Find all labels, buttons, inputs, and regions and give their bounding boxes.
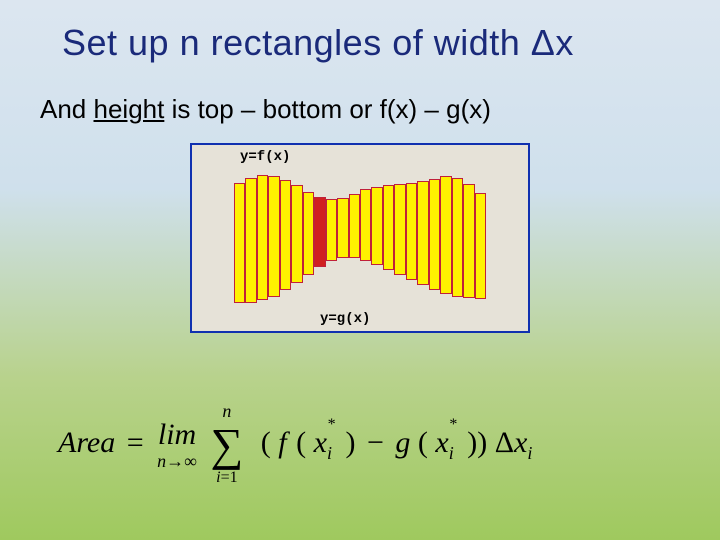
delta: Δ [495,426,514,459]
dx-x: x [514,426,527,459]
lim-inf: ∞ [184,451,197,471]
sum-operator: n ∑ i=1 [210,422,243,468]
riemann-rectangle [360,189,371,261]
sum-lower: i=1 [210,470,243,486]
subtitle-pre: And [40,94,94,124]
riemann-rectangle [303,192,314,275]
subtitle-highlight: height [94,94,165,124]
star-2: * [449,416,457,434]
riemann-rectangle [440,176,451,294]
x-i-star-1: x*i [314,426,332,464]
star-1: * [328,416,336,434]
riemann-rectangle [371,187,382,265]
limit-operator: lim n→∞ [157,420,197,470]
riemann-rectangle [394,184,405,275]
dx-sub: i [527,443,532,463]
riemann-rectangle [475,193,486,299]
sub-i-1: i [327,443,332,463]
x-2: x [435,426,448,459]
slide-subtitle: And height is top – bottom or f(x) – g(x… [0,64,720,125]
sigma-icon: ∑ [210,422,243,468]
riemann-rectangle-highlight [314,197,325,267]
func-g: g [395,426,410,459]
bottom-curve-label: y=g(x) [320,311,370,327]
x-i-star-2: x*i [435,426,453,464]
g-lparen: ( [418,426,428,459]
riemann-rectangle [417,181,428,285]
title-delta-x: Δx [531,22,574,63]
riemann-rectangle [280,180,291,290]
riemann-rectangle [234,183,245,303]
area-formula: Area = lim n→∞ n ∑ i=1 ( f ( x*i ) − g (… [58,420,532,470]
limit-sub: n→∞ [157,452,197,470]
subtitle-post: is top – bottom or f(x) – g(x) [164,94,491,124]
f-lparen: ( [296,426,306,459]
riemann-rectangle [291,185,302,282]
formula-equals: = [127,426,144,459]
riemann-rectangle [326,199,337,260]
sum-upper: n [210,402,243,420]
formula-area: Area [58,426,115,459]
f-rparen: ) [345,426,355,459]
sum-eq: = [221,469,230,486]
riemann-rectangle [268,176,279,296]
lim-n: n [157,451,166,471]
minus: − [367,426,384,459]
riemann-rectangle [383,185,394,269]
func-f: f [278,426,286,459]
sub-i-2: i [449,443,454,463]
top-curve-label: y=f(x) [240,149,290,165]
title-text: Set up n rectangles of width [62,22,531,63]
riemann-rectangle [257,175,268,300]
riemann-rectangle [429,179,440,290]
x-1: x [314,426,327,459]
riemann-rectangle [463,184,474,298]
limit-text: lim [157,420,197,450]
sum-one: 1 [230,469,238,486]
slide-title: Set up n rectangles of width Δx [0,0,720,64]
riemann-rectangles [234,175,486,303]
riemann-rectangle [452,178,463,297]
riemann-rectangle [337,198,348,258]
riemann-rectangle [349,194,360,258]
lparen: ( [261,426,271,459]
lim-arrow: → [166,451,184,471]
area-between-curves-diagram: y=f(x) y=g(x) [190,143,530,333]
riemann-rectangle [245,178,256,303]
rparen-double: )) [467,426,487,459]
riemann-rectangle [406,183,417,280]
